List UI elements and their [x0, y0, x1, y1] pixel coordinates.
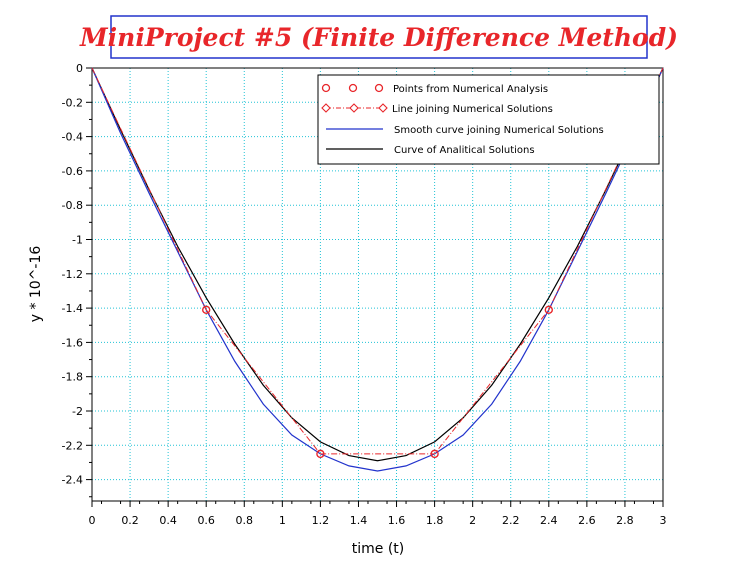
legend-label: Line joining Numerical Solutions	[392, 104, 553, 115]
x-tick-label: 2.4	[540, 514, 558, 527]
numerical-point	[430, 449, 439, 459]
smooth-numerical-curve-line	[91, 67, 664, 472]
legend-label: Smooth curve joining Numerical Solutions	[394, 125, 604, 136]
y-tick-label: -1.4	[62, 302, 83, 315]
x-tick-label: 2.6	[578, 514, 596, 527]
numerical-joining-line	[91, 67, 664, 455]
numerical-point	[201, 305, 211, 315]
legend-marker-circle	[348, 83, 358, 93]
y-tick-label: -1.8	[62, 371, 83, 384]
y-tick-label: -2.4	[62, 474, 83, 487]
y-tick-label: -0.8	[62, 199, 83, 212]
x-tick-label: 1.6	[388, 514, 406, 527]
legend-label: Points from Numerical Analysis	[393, 84, 548, 95]
y-tick-label: 0	[76, 62, 83, 75]
x-tick-label: 0	[89, 514, 96, 527]
x-tick-label: 0.8	[236, 514, 254, 527]
y-axis-ticks: 0 -0.2 -0.4 -0.6 -0.8 -1 -1.2 -1.4 -1.6 -1.8 -2 -2.…	[62, 62, 92, 498]
x-tick-label: 0.2	[121, 514, 139, 527]
numerical-point	[316, 449, 325, 459]
x-tick-label: 2	[469, 514, 476, 527]
legend-items: Points from Numerical Analysis Line joini…	[321, 83, 604, 156]
y-tick-label: -1.6	[62, 336, 83, 349]
y-axis-label: y * 10^-16	[28, 246, 44, 323]
title-border	[110, 15, 648, 59]
chart-title-box: MiniProject #5 (Finite Difference Method…	[79, 15, 678, 59]
legend-marker-diamond	[321, 103, 331, 113]
y-tick-label: -1.2	[62, 268, 83, 281]
x-tick-label: 0.6	[197, 514, 215, 527]
y-tick-label: -2	[72, 405, 83, 418]
chart-title: MiniProject #5 (Finite Difference Method…	[79, 23, 678, 52]
legend: Points from Numerical Analysis Line joini…	[317, 74, 660, 165]
x-tick-label: 1	[279, 514, 286, 527]
x-tick-label: 0.4	[159, 514, 177, 527]
analytical-curve-line	[91, 67, 664, 462]
series-layer	[91, 67, 664, 472]
legend-label: Curve of Analitical Solutions	[394, 145, 535, 156]
legend-marker-circle	[321, 83, 331, 93]
legend-marker-diamond	[378, 103, 388, 113]
y-tick-label: -0.4	[62, 131, 83, 144]
y-tick-label: -1	[72, 234, 83, 247]
y-tick-label: -0.6	[62, 165, 83, 178]
y-tick-label: -0.2	[62, 96, 83, 109]
legend-marker-diamond	[349, 103, 359, 113]
legend-marker-circle	[374, 83, 384, 93]
numerical-point	[544, 305, 553, 315]
y-tick-label: -2.2	[62, 439, 83, 452]
x-tick-label: 2.8	[616, 514, 634, 527]
x-tick-label: 1.2	[312, 514, 330, 527]
x-axis-label: time (t)	[352, 541, 405, 557]
x-axis-ticks: 0 0.2 0.4 0.6 0.8 1 1.2 1.4 1.6 1.8 2 2.2 2.4 2.6 2.8 3	[89, 501, 667, 527]
plot-frame	[91, 67, 664, 502]
x-tick-label: 2.2	[502, 514, 520, 527]
x-tick-label: 1.4	[350, 514, 368, 527]
x-tick-label: 3	[660, 514, 667, 527]
x-tick-label: 1.8	[426, 514, 444, 527]
